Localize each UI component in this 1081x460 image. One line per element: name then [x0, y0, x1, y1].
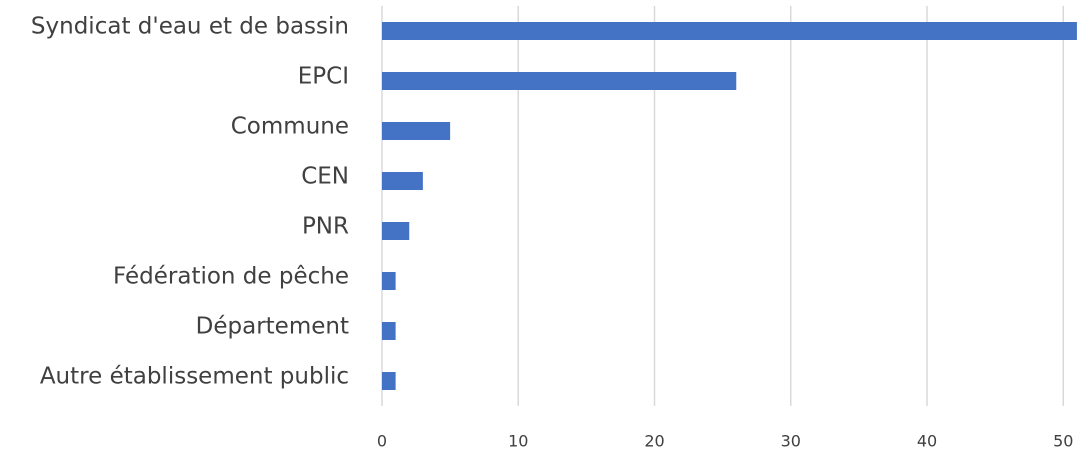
category-label: Autre établissement public — [40, 364, 349, 390]
category-label: CEN — [301, 164, 349, 190]
bar — [382, 22, 1077, 40]
bar — [382, 72, 737, 90]
bar — [382, 122, 451, 140]
x-tick-label: 40 — [917, 432, 937, 451]
category-label: Fédération de pêche — [113, 264, 349, 290]
category-label: Commune — [231, 114, 349, 140]
category-label: Département — [196, 314, 349, 340]
bar — [382, 172, 423, 190]
bar — [382, 322, 396, 340]
bar — [382, 372, 396, 390]
bar — [382, 222, 410, 240]
category-label: Syndicat d'eau et de bassin — [31, 14, 349, 40]
x-tick-label: 20 — [644, 432, 664, 451]
x-tick-label: 30 — [781, 432, 801, 451]
category-label: PNR — [302, 214, 349, 240]
bar — [382, 272, 396, 290]
category-label: EPCI — [298, 64, 349, 90]
x-tick-label: 50 — [1053, 432, 1073, 451]
x-tick-label: 10 — [508, 432, 528, 451]
x-tick-label: 0 — [377, 432, 387, 451]
